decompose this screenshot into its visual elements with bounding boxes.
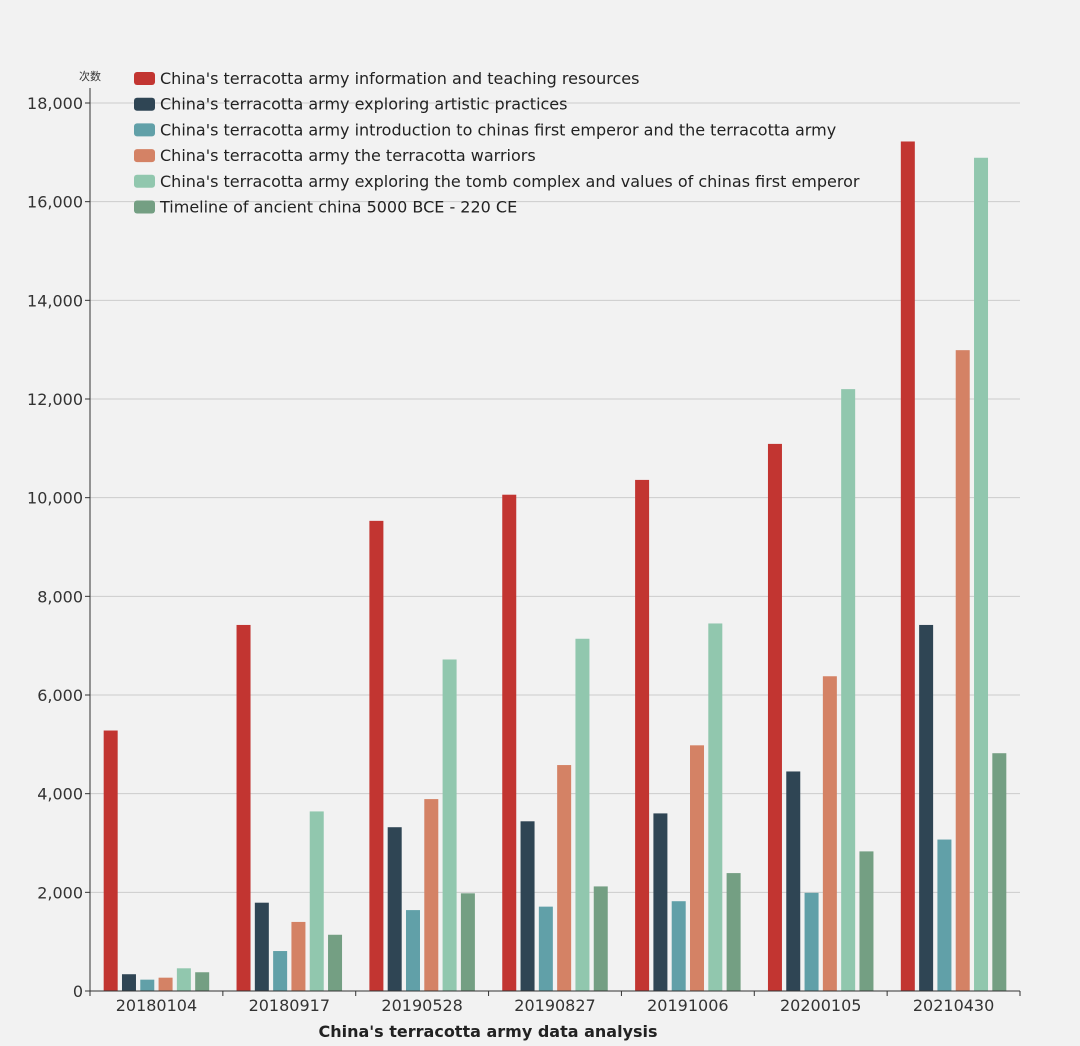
bar [937, 839, 952, 991]
bar [690, 745, 705, 991]
bar [387, 827, 402, 991]
bar [195, 972, 210, 991]
x-tick-label: 20180917 [249, 996, 330, 1015]
bar [424, 799, 439, 991]
bar [369, 520, 384, 991]
x-axis-title: China's terracotta army data analysis [318, 1022, 657, 1041]
legend-label: China's terracotta army exploring the to… [160, 172, 860, 191]
bar [841, 389, 856, 992]
legend-label: Timeline of ancient china 5000 BCE - 220… [159, 198, 517, 217]
bar [273, 951, 288, 991]
bar [158, 977, 173, 991]
y-axis-ticks: 0 2,000 4,000 6,000 8,000 10,000 12,000 14,000 1… [27, 94, 90, 1001]
axes [89, 88, 1020, 992]
bar [822, 676, 837, 991]
y-tick-label: 0 [73, 982, 83, 1001]
y-tick-label: 10,000 [27, 489, 83, 508]
bar [671, 901, 686, 991]
legend-item[interactable]: China's terracotta army the terracotta w… [134, 146, 536, 165]
y-tick-label: 8,000 [37, 587, 83, 606]
legend-swatch [134, 149, 155, 163]
x-tick-label: 20191006 [647, 996, 728, 1015]
legend-item[interactable]: China's terracotta army exploring artist… [134, 95, 567, 114]
bar [653, 813, 668, 991]
legend-label: China's terracotta army information and … [160, 69, 639, 88]
x-tick-label: 20210430 [913, 996, 994, 1015]
bar [900, 141, 915, 992]
legend-label: China's terracotta army exploring artist… [160, 95, 567, 114]
bar [254, 902, 269, 991]
x-tick-label: 20180104 [116, 996, 197, 1015]
grid-lines [90, 102, 1020, 893]
bar [575, 638, 590, 991]
bar [974, 157, 989, 991]
bar [405, 910, 420, 991]
y-tick-label: 16,000 [27, 193, 83, 212]
legend-swatch [134, 174, 155, 188]
y-tick-label: 12,000 [27, 390, 83, 409]
bar [593, 886, 608, 991]
x-tick-label: 20190827 [514, 996, 595, 1015]
bar [786, 771, 801, 991]
bar [726, 873, 741, 991]
legend-item[interactable]: Timeline of ancient china 5000 BCE - 220… [134, 198, 517, 217]
legend-item[interactable]: China's terracotta army exploring the to… [134, 172, 860, 191]
legend-swatch [134, 123, 155, 137]
bar [121, 974, 136, 991]
y-tick-label: 14,000 [27, 291, 83, 310]
legend-swatch [134, 97, 155, 111]
bar [236, 624, 251, 991]
bar [176, 968, 191, 991]
bar [919, 624, 934, 991]
bar [538, 906, 553, 991]
y-tick-label: 4,000 [37, 785, 83, 804]
y-axis-unit-label: 次数 [79, 69, 101, 83]
bar [502, 494, 517, 991]
bar [309, 811, 324, 991]
x-tick-label: 20190528 [381, 996, 462, 1015]
bar [103, 730, 118, 991]
legend-item[interactable]: China's terracotta army introduction to … [134, 120, 836, 139]
bar [442, 659, 457, 991]
bar [520, 821, 535, 991]
x-axis-ticks: 20180104 20180917 20190528 20190827 20191006… [89, 991, 1021, 1015]
legend-label: China's terracotta army the terracotta w… [160, 146, 536, 165]
bar [291, 921, 306, 991]
legend-label: China's terracotta army introduction to … [160, 120, 836, 139]
bar [635, 479, 650, 991]
y-tick-label: 2,000 [37, 883, 83, 902]
bar [140, 979, 155, 991]
bar [992, 753, 1007, 991]
bar [767, 443, 782, 992]
bar [460, 893, 475, 991]
bar [955, 350, 970, 991]
bar [328, 934, 343, 991]
x-tick-label: 20200105 [780, 996, 861, 1015]
legend-swatch [134, 72, 155, 85]
y-tick-label: 6,000 [37, 686, 83, 705]
legend-swatch [134, 200, 155, 214]
legend: China's terracotta army information and … [134, 69, 860, 217]
bar [708, 623, 723, 991]
bars [103, 141, 1007, 992]
y-tick-label: 18,000 [27, 94, 83, 113]
bar [804, 892, 819, 991]
legend-item[interactable]: China's terracotta army information and … [134, 69, 639, 88]
bar [557, 765, 572, 991]
bar [859, 851, 874, 991]
